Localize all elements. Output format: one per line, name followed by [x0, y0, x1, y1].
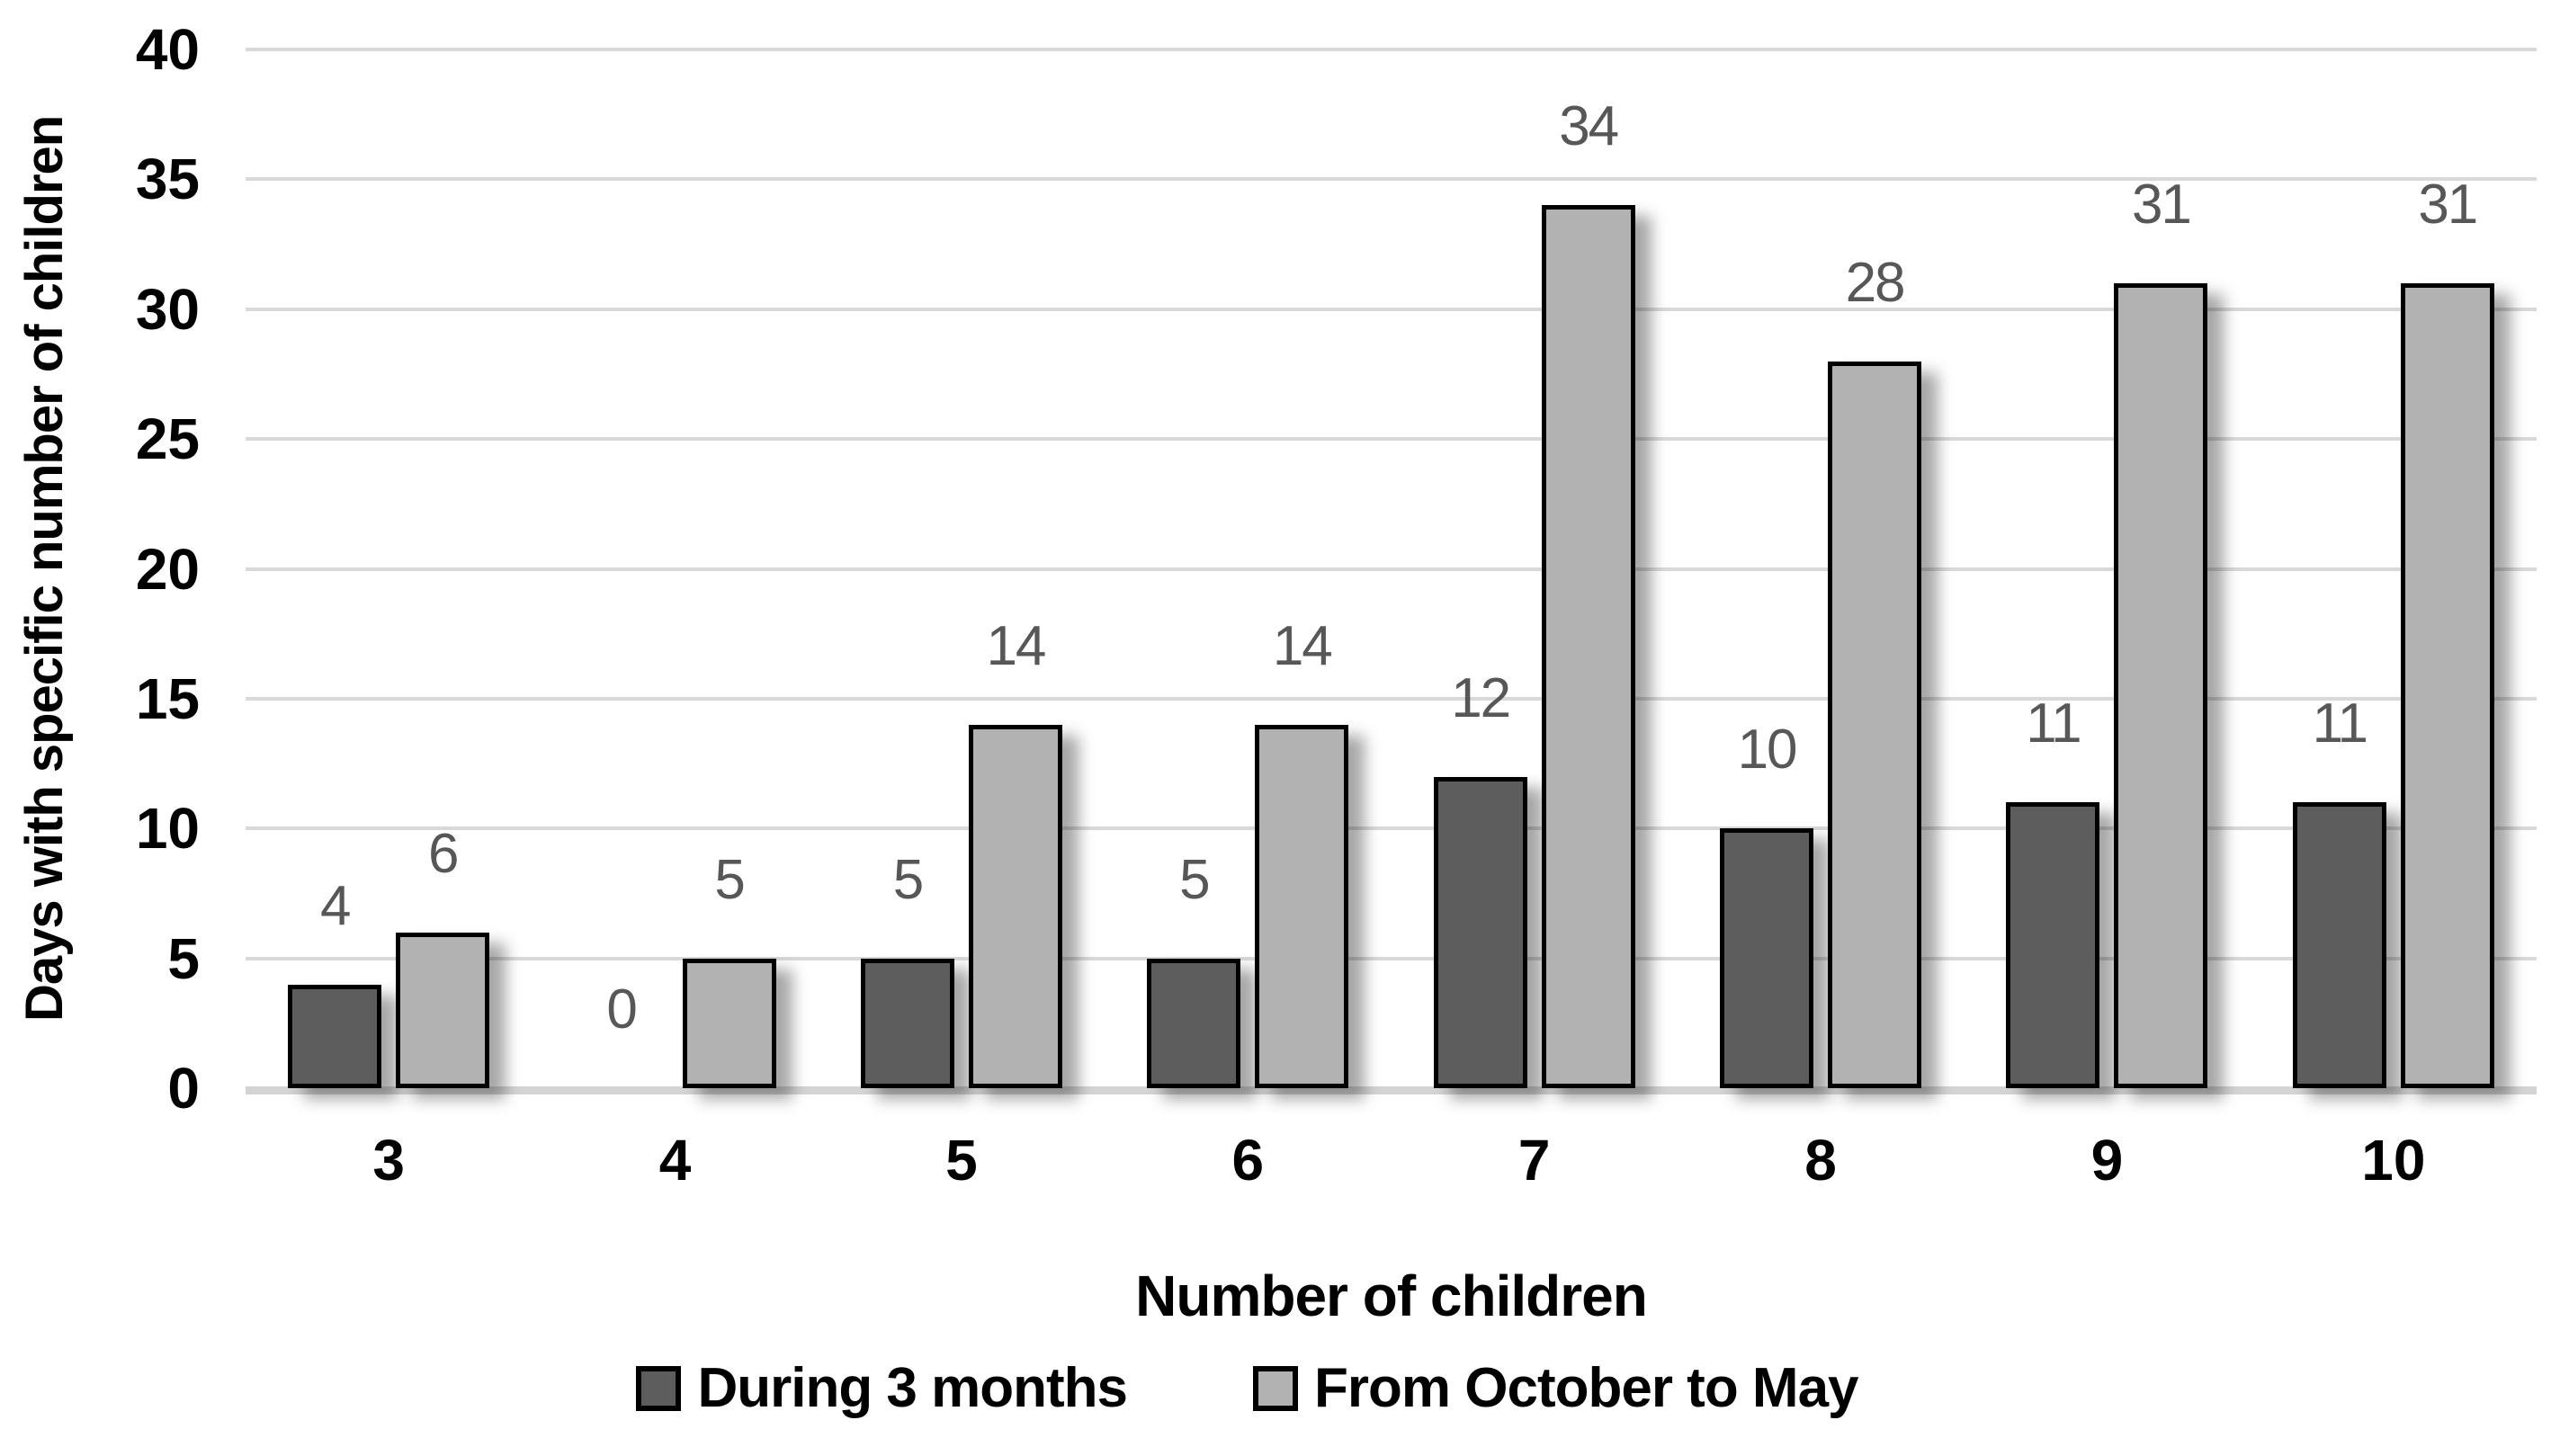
value-label-from-october-to-may-3: 6: [427, 822, 459, 885]
bar-from-october-to-may-6: [1255, 724, 1349, 1088]
value-label-from-october-to-may-5: 14: [986, 614, 1046, 677]
y-tick-label-10: 10: [135, 796, 200, 862]
gridline-35: [246, 177, 2537, 182]
y-tick-label-5: 5: [167, 925, 200, 991]
x-tick-label-6: 6: [1231, 1128, 1265, 1192]
bar-from-october-to-may-7: [1541, 205, 1635, 1088]
y-tick-label-0: 0: [167, 1056, 200, 1121]
value-label-from-october-to-may-9: 31: [2131, 173, 2192, 236]
value-label-during-3-months-4: 0: [606, 978, 637, 1041]
bar-from-october-to-may-10: [2400, 282, 2494, 1088]
gridline-30: [246, 307, 2537, 311]
bar-from-october-to-may-5: [968, 724, 1062, 1088]
value-label-from-october-to-may-6: 14: [1272, 614, 1333, 677]
legend-label-from-october-to-may: From October to May: [1314, 1357, 1859, 1419]
value-label-during-3-months-8: 10: [1737, 719, 1798, 782]
gridline-20: [246, 567, 2537, 571]
bar-during-3-months-3: [288, 984, 382, 1088]
bar-during-3-months-10: [2292, 802, 2386, 1088]
legend: During 3 months From October to May: [102, 1356, 2393, 1420]
gridline-10: [246, 826, 2537, 831]
legend-item-during-3-months: During 3 months: [636, 1356, 1128, 1420]
y-tick-label-25: 25: [135, 406, 200, 472]
y-tick-label-15: 15: [135, 665, 200, 731]
bar-from-october-to-may-9: [2114, 282, 2208, 1088]
gridline-40: [246, 48, 2537, 51]
y-tick-label-35: 35: [135, 147, 200, 212]
x-tick-label-9: 9: [2090, 1128, 2124, 1192]
legend-swatch-during-3-months: [636, 1365, 682, 1411]
value-label-during-3-months-6: 5: [1179, 848, 1210, 911]
y-tick-label-30: 30: [135, 276, 200, 342]
gridline-25: [246, 437, 2537, 442]
y-tick-label-40: 40: [135, 17, 200, 82]
value-label-from-october-to-may-7: 34: [1559, 95, 1619, 158]
value-label-from-october-to-may-10: 31: [2418, 173, 2478, 236]
legend-swatch-from-october-to-may: [1253, 1365, 1299, 1411]
gridline-5: [246, 956, 2537, 960]
legend-label-during-3-months: During 3 months: [697, 1357, 1128, 1419]
gridline-0: [246, 1086, 2537, 1094]
bar-from-october-to-may-3: [396, 932, 490, 1088]
bar-during-3-months-5: [860, 958, 954, 1088]
value-label-during-3-months-3: 4: [319, 874, 351, 937]
value-label-during-3-months-7: 12: [1451, 666, 1511, 729]
bar-from-october-to-may-4: [682, 958, 776, 1088]
bar-from-october-to-may-8: [1828, 361, 1922, 1088]
value-label-from-october-to-may-8: 28: [1845, 251, 1906, 314]
value-label-from-october-to-may-4: 5: [714, 848, 745, 911]
x-tick-label-7: 7: [1517, 1128, 1551, 1192]
bar-during-3-months-7: [1433, 776, 1527, 1088]
y-tick-label-20: 20: [135, 536, 200, 602]
x-axis-title: Number of children: [1135, 1264, 1648, 1328]
value-label-during-3-months-10: 11: [2312, 692, 2368, 755]
value-label-during-3-months-5: 5: [892, 848, 924, 911]
x-tick-label-3: 3: [372, 1128, 405, 1192]
x-tick-label-8: 8: [1804, 1128, 1837, 1192]
x-tick-label-5: 5: [945, 1128, 978, 1192]
bar-during-3-months-8: [1720, 828, 1814, 1088]
gridline-15: [246, 696, 2537, 701]
x-tick-label-4: 4: [658, 1128, 692, 1192]
bar-during-3-months-9: [2006, 802, 2100, 1088]
bar-during-3-months-6: [1147, 958, 1241, 1088]
x-tick-label-10: 10: [2361, 1128, 2426, 1192]
legend-item-from-october-to-may: From October to May: [1253, 1356, 1859, 1420]
value-label-during-3-months-9: 11: [2026, 692, 2081, 755]
